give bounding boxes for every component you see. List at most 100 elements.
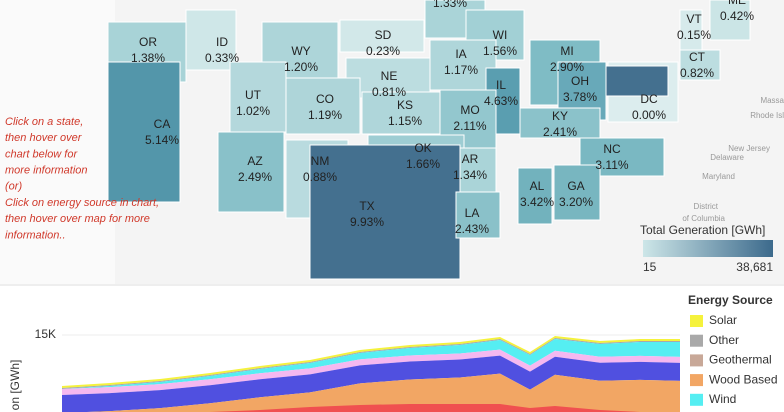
state-share: 3.42% (520, 195, 554, 209)
legend-max: 38,681 (736, 260, 773, 274)
place-label: Maryland (702, 172, 735, 181)
state (339, 19, 425, 53)
state-abbr: NM (311, 154, 330, 168)
area-band (62, 404, 680, 412)
state-abbr: KS (397, 98, 413, 112)
state-share: 2.11% (453, 119, 486, 133)
legend-swatch (690, 393, 703, 406)
state (455, 147, 497, 193)
instruction: more information (5, 165, 88, 177)
legend-label: Solar (709, 313, 737, 327)
state-abbr: WI (493, 28, 508, 42)
state (107, 61, 181, 203)
legend-swatch (690, 315, 703, 327)
state (309, 144, 461, 280)
state (285, 77, 361, 135)
state-abbr: SD (375, 28, 392, 42)
state-share: 0.82% (680, 66, 714, 80)
state-abbr: CA (154, 117, 171, 131)
state (517, 167, 553, 225)
place-label: New Jersey (728, 144, 770, 153)
state-abbr: AL (530, 179, 545, 193)
state-share: 0.15% (677, 28, 711, 42)
state-share: 2.49% (238, 170, 272, 184)
state (605, 65, 669, 97)
legend-min: 15 (643, 260, 657, 274)
area-band (62, 338, 680, 389)
state-abbr: KY (552, 109, 568, 123)
instruction: (or) (5, 181, 22, 193)
state-share: 0.00% (632, 108, 666, 122)
place-label: of Columbia (682, 214, 725, 223)
legend-label: Other (709, 333, 739, 347)
state-abbr: OR (139, 35, 157, 49)
state-abbr: IL (496, 78, 506, 92)
state-abbr: ME (728, 0, 746, 7)
state-abbr: AZ (247, 154, 262, 168)
state-abbr: CT (689, 50, 706, 64)
legend-swatch (690, 354, 703, 367)
state-share: 1.33% (433, 0, 467, 10)
state-abbr: CO (316, 92, 334, 106)
state-share: 2.41% (543, 125, 577, 139)
state-share: 1.19% (308, 108, 342, 122)
state-abbr: DC (640, 92, 658, 106)
state-share: 1.66% (406, 157, 440, 171)
state (217, 131, 285, 213)
state-abbr: TX (359, 199, 374, 213)
legend-label: Wood Based (709, 372, 778, 386)
state-share: 1.17% (444, 63, 478, 77)
instruction: Click on energy source in chart, (5, 197, 159, 209)
state-share: 2.43% (455, 222, 489, 236)
state-abbr: LA (465, 206, 480, 220)
y-tick-label: 15K (35, 327, 56, 341)
legend-label: Wind (709, 392, 736, 406)
state-share: 0.81% (372, 85, 406, 99)
state-share: 4.63% (484, 94, 518, 108)
state-share: 1.02% (236, 104, 270, 118)
ocean (0, 0, 115, 284)
legend-title: Energy Source (688, 293, 773, 307)
state-share: 0.88% (303, 170, 337, 184)
state-abbr: NC (603, 142, 621, 156)
state (455, 191, 501, 239)
state-share: 3.78% (563, 90, 597, 104)
state-abbr: IA (455, 47, 466, 61)
state-abbr: UT (245, 88, 262, 102)
state-share: 9.93% (350, 215, 384, 229)
state-share: 1.34% (453, 168, 487, 182)
state (553, 164, 601, 221)
place-label: Delaware (710, 153, 744, 162)
state-share: 5.14% (145, 133, 179, 147)
state-share: 3.20% (559, 195, 593, 209)
state-share: 1.20% (284, 60, 318, 74)
place-label: District (694, 202, 719, 211)
state-share: 1.56% (483, 44, 517, 58)
instruction: Click on a state, (5, 116, 83, 128)
state-share: 0.33% (205, 51, 239, 65)
state-abbr: OK (414, 141, 431, 155)
area-band (62, 373, 680, 412)
state-abbr: VT (686, 12, 702, 26)
state (519, 107, 601, 139)
instruction: then hover over (5, 132, 83, 144)
state-abbr: MO (460, 103, 479, 117)
state (709, 0, 751, 41)
state-share: 2.90% (550, 60, 584, 74)
axis-label: on [GWh] (8, 360, 22, 411)
state (429, 39, 497, 91)
state-abbr: OH (571, 74, 589, 88)
state-share: 0.23% (366, 44, 400, 58)
legend-swatch (690, 374, 703, 387)
state-abbr: WY (291, 44, 310, 58)
legend-label: Geothermal (709, 353, 772, 367)
state-share: 1.38% (131, 51, 165, 65)
area-band (62, 339, 680, 389)
area-band (62, 355, 680, 412)
instruction: chart below for (5, 148, 78, 160)
state (185, 9, 237, 71)
area-band (62, 336, 680, 388)
state-share: 3.11% (595, 158, 628, 172)
state-abbr: MI (560, 44, 573, 58)
